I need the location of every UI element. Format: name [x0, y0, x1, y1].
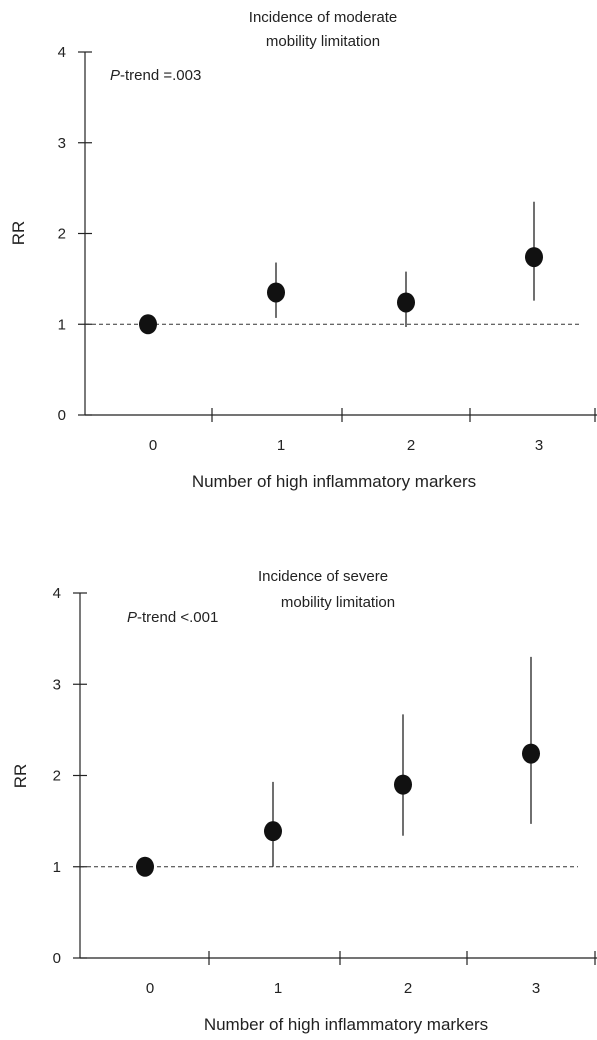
x-axis-title: Number of high inflammatory markers [192, 472, 476, 491]
chart-panel-1: Incidence of moderate mobility limitation… [9, 9, 597, 491]
data-point [264, 821, 282, 842]
chart-title-line: mobility limitation [281, 594, 395, 611]
y-tick-label: 2 [58, 226, 66, 243]
chart-title-line: Incidence of moderate [249, 9, 397, 26]
x-tick-label: 0 [146, 980, 154, 997]
p-trend-italic: P [110, 67, 120, 84]
x-tick-label: 2 [407, 437, 415, 454]
chart-title-line: mobility limitation [266, 33, 380, 50]
p-trend-value: -trend =.003 [120, 67, 201, 84]
x-tick-label: 3 [532, 980, 540, 997]
x-tick-label: 2 [404, 980, 412, 997]
chart-title-line: Incidence of severe [258, 568, 388, 585]
p-trend-italic: P [127, 609, 137, 626]
x-tick-label: 3 [535, 437, 543, 454]
y-tick-label: 3 [53, 676, 61, 693]
y-tick-label: 2 [53, 768, 61, 785]
p-trend-annotation: P-trend <.001 [127, 609, 218, 626]
x-tick-label: 0 [149, 437, 157, 454]
x-axis-title: Number of high inflammatory markers [204, 1015, 488, 1034]
y-tick-label: 1 [58, 316, 66, 333]
data-point [522, 743, 540, 764]
y-axis-title: RR [9, 221, 28, 246]
data-point [525, 247, 543, 268]
p-trend-value: -trend <.001 [137, 609, 218, 626]
chart-panel-2: Incidence of severe mobility limitation P-… [11, 568, 597, 1034]
x-tick-label: 1 [274, 980, 282, 997]
data-point [397, 292, 415, 313]
y-tick-label: 0 [53, 950, 61, 967]
data-point [267, 282, 285, 303]
y-tick-label: 3 [58, 135, 66, 152]
p-trend-annotation: P-trend =.003 [110, 67, 201, 84]
data-point [394, 774, 412, 795]
y-tick-label: 4 [58, 44, 66, 61]
y-tick-label: 1 [53, 859, 61, 876]
y-tick-label: 4 [53, 585, 61, 602]
x-tick-label: 1 [277, 437, 285, 454]
data-point [139, 314, 157, 335]
data-point [136, 856, 154, 877]
y-tick-label: 0 [58, 407, 66, 424]
y-axis-title: RR [11, 764, 30, 789]
